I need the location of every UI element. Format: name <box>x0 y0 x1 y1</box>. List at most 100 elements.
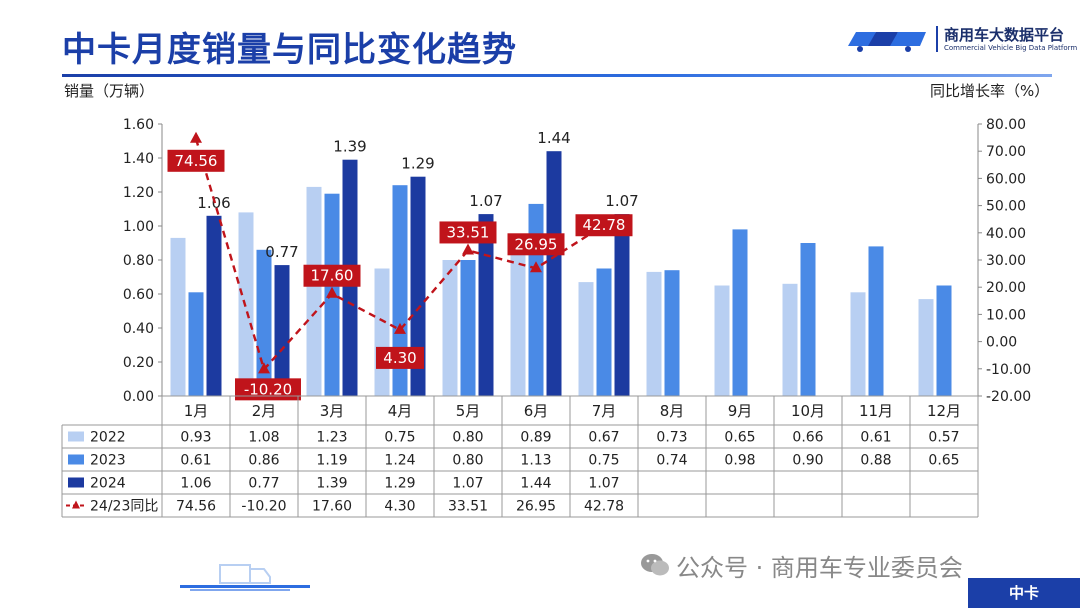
x-tick-label: 5月 <box>456 402 481 420</box>
table-cell: 0.77 <box>248 476 279 492</box>
table-cell: 0.90 <box>792 453 823 469</box>
table-cell: 1.19 <box>316 453 347 469</box>
bar-2022 <box>714 285 730 396</box>
yoy-point <box>326 286 338 298</box>
table-cell: 17.60 <box>312 499 352 515</box>
legend-triangle <box>72 500 80 509</box>
table-cell: 0.67 <box>588 430 619 446</box>
yoy-label: 26.95 <box>515 235 558 253</box>
y-tick-label: 0.20 <box>123 355 154 371</box>
bar-2023 <box>188 292 204 396</box>
table-cell: 0.57 <box>928 430 959 446</box>
x-tick-label: 6月 <box>524 402 549 420</box>
bar-2022 <box>782 283 798 396</box>
table-cell: 1.24 <box>384 453 415 469</box>
table-cell: 0.61 <box>180 453 211 469</box>
y-tick-label: 0.00 <box>123 389 154 405</box>
yoy-label-box <box>439 221 497 244</box>
yoy-label: 17.60 <box>311 267 354 285</box>
logo-subtitle: Commercial Vehicle Big Data Platform <box>944 44 1078 52</box>
table-cell: 0.75 <box>384 430 415 446</box>
footer-brand: 公众号 · 商用车专业委员会 <box>676 554 963 582</box>
x-tick-label: 8月 <box>660 402 685 420</box>
bar-2024 <box>614 214 630 396</box>
x-tick-label: 10月 <box>791 402 825 420</box>
yoy-point <box>530 261 542 273</box>
legend-label: 2022 <box>90 430 126 446</box>
table-cell: 0.65 <box>724 430 755 446</box>
table-cell: 1.13 <box>520 453 551 469</box>
bar-2024 <box>546 151 562 396</box>
y2-tick-label: 10.00 <box>986 307 1026 323</box>
table-cell: 0.88 <box>860 453 891 469</box>
yoy-label-box <box>303 264 361 287</box>
y-tick-label: 1.40 <box>123 151 154 167</box>
bar-2023 <box>460 260 476 396</box>
yoy-label: 33.51 <box>447 223 490 241</box>
truck-decoration-icon <box>180 564 310 591</box>
bar-2024 <box>274 265 290 396</box>
y2-tick-label: 80.00 <box>986 117 1026 133</box>
bar-label-2024: 1.07 <box>605 192 638 210</box>
yoy-label: -10.20 <box>244 380 292 398</box>
x-tick-label: 9月 <box>728 402 753 420</box>
y-tick-label: 0.40 <box>123 321 154 337</box>
table-cell: 42.78 <box>584 499 624 515</box>
table-cell: 1.44 <box>520 476 551 492</box>
bar-2023 <box>664 270 680 396</box>
bar-2023 <box>868 246 884 396</box>
y2-tick-label: 40.00 <box>986 226 1026 242</box>
data-table: 1月 2月 3月 4月 5月 6月 7月 8月 9月 10月 11月 12月 2022 0.93 1.08 1… <box>61 395 979 518</box>
table-cell: 0.98 <box>724 453 755 469</box>
bar-label-2024: 1.44 <box>537 129 570 147</box>
bar-2022 <box>510 244 526 396</box>
bar-label-2024: 1.29 <box>401 155 434 173</box>
logo-name: 商用车大数据平台 <box>944 26 1065 44</box>
header-rule <box>62 74 1052 77</box>
wechat-icon <box>641 554 669 576</box>
table-cell: -10.20 <box>241 499 286 515</box>
yoy-label: 42.78 <box>583 216 626 234</box>
bar-label-2024: 1.07 <box>469 192 502 210</box>
sales-chart: 0.00 0.20 0.40 0.60 0.80 1.00 1.20 1.40 1.60 -20.… <box>123 117 1031 405</box>
bar-2023 <box>800 243 816 396</box>
table-cell: 0.66 <box>792 430 823 446</box>
table-cell: 1.08 <box>248 430 279 446</box>
bar-2024 <box>410 176 426 396</box>
bar-2022 <box>850 292 866 396</box>
y2-tick-label: -20.00 <box>986 389 1031 405</box>
x-tick-label: 4月 <box>388 402 413 420</box>
y-tick-label: 0.60 <box>123 287 154 303</box>
bar-2022 <box>306 186 322 396</box>
yoy-label-box <box>575 214 633 237</box>
legend-label: 2023 <box>90 453 126 469</box>
bar-2024 <box>206 215 222 396</box>
cvbd-logo-icon <box>848 32 926 52</box>
logo-separator <box>936 26 938 52</box>
table-cell: 1.39 <box>316 476 347 492</box>
bar-2022 <box>646 271 662 396</box>
page-title: 中卡月度销量与同比变化趋势 <box>62 30 517 70</box>
x-tick-label: 7月 <box>592 402 617 420</box>
bar-2023 <box>596 268 612 396</box>
x-tick-label: 2月 <box>252 402 277 420</box>
bar-2022 <box>442 260 458 396</box>
yoy-point <box>190 131 202 143</box>
table-cell: 0.74 <box>656 453 687 469</box>
x-tick-label: 12月 <box>927 402 961 420</box>
table-cell: 0.80 <box>452 430 483 446</box>
table-cell: 26.95 <box>516 499 556 515</box>
brand-logo: 商用车大数据平台 Commercial Vehicle Big Data Pla… <box>846 22 1078 56</box>
legend-label: 2024 <box>90 476 126 492</box>
yoy-label-box <box>507 233 565 256</box>
yoy-label: 74.56 <box>175 152 218 170</box>
table-cell: 0.65 <box>928 453 959 469</box>
y-axis-title: 销量（万辆） <box>64 82 155 100</box>
table-cell: 0.86 <box>248 453 279 469</box>
table-cell: 4.30 <box>384 499 415 515</box>
table-cell: 1.29 <box>384 476 415 492</box>
table-cell: 74.56 <box>176 499 216 515</box>
table-cell: 1.23 <box>316 430 347 446</box>
table-cell: 1.07 <box>452 476 483 492</box>
yoy-label-box <box>167 149 225 172</box>
